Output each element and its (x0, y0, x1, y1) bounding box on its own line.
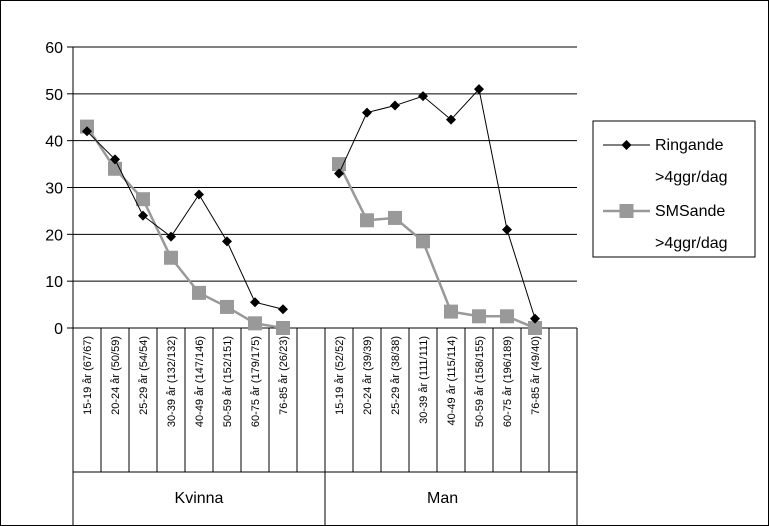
y-tick-label: 10 (45, 274, 63, 291)
legend: Ringande >4ggr/dag SMSande >4ggr/dag (592, 120, 756, 258)
y-tick-label: 40 (45, 134, 63, 151)
data-point (360, 213, 374, 228)
data-point (276, 321, 290, 335)
series-line (338, 88, 536, 319)
data-point (530, 313, 540, 324)
data-point (418, 91, 428, 102)
data-point (388, 210, 402, 225)
series (80, 84, 542, 335)
group-label: Kvinna (175, 490, 224, 507)
x-axis: 15-19 år (67/67) 20-24 år (50/59) 25-29 år… (72, 328, 578, 526)
data-point (502, 224, 512, 235)
data-point (619, 204, 634, 218)
x-tick-label: 20-24 år (39/39) (362, 336, 374, 415)
gridlines (67, 46, 577, 329)
x-tick-label: 30-39 år (111/111) (418, 336, 430, 424)
y-axis-tick-labels: 0 10 20 30 40 50 60 (45, 40, 63, 338)
x-tick-label: 15-19 år (52/52) (334, 336, 346, 415)
y-tick-label: 20 (45, 227, 63, 244)
legend-label: >4ggr/dag (655, 169, 728, 186)
series-1 (80, 119, 542, 335)
data-point (220, 299, 234, 314)
y-tick-label: 30 (45, 181, 63, 198)
x-tick-label: 25-29 år (38/38) (390, 336, 402, 415)
data-point (621, 140, 632, 150)
data-point (332, 157, 346, 172)
x-tick-label: 40-49 år (115/114) (446, 336, 458, 425)
data-point (164, 250, 178, 265)
x-tick-label: 60-75 år (179/175) (250, 336, 262, 427)
data-point (416, 234, 430, 249)
data-point (136, 192, 150, 207)
data-point (444, 304, 458, 319)
data-point (110, 154, 120, 165)
y-tick-label: 60 (45, 40, 63, 57)
series-line (86, 130, 284, 310)
data-point (472, 309, 486, 324)
data-point (166, 231, 176, 242)
x-tick-label: 76-85 år (49/40) (530, 336, 542, 415)
x-tick-label: 15-19 år (67/67) (82, 336, 94, 415)
series-0 (82, 84, 540, 324)
data-point (222, 236, 232, 247)
data-point (446, 114, 456, 125)
x-tick-label: 50-59 år (158/155) (474, 336, 486, 427)
data-point (334, 168, 344, 179)
data-point (138, 210, 148, 221)
data-point (192, 285, 206, 300)
data-point (278, 304, 288, 315)
legend-label: SMSande (655, 203, 725, 220)
data-point (108, 161, 122, 176)
legend-box (592, 120, 756, 258)
x-tick-label: 40-49 år (147/146) (194, 336, 206, 427)
data-point (362, 107, 372, 118)
x-tick-label: 25-29 år (54/54) (138, 336, 150, 415)
data-point (528, 321, 542, 335)
y-tick-label: 50 (45, 87, 63, 104)
x-tick-label: 76-85 år (26/23) (278, 336, 290, 415)
group-label: Man (427, 490, 458, 507)
data-point (390, 100, 400, 111)
x-tick-label: 20-24 år (50/59) (110, 336, 122, 415)
legend-label: >4ggr/dag (655, 235, 728, 252)
x-tick-label: 30-39 år (132/132) (166, 336, 178, 427)
data-point (194, 189, 204, 200)
data-point (500, 309, 514, 324)
x-tick-label: 50-59 år (152/151) (222, 336, 234, 427)
data-point (248, 316, 262, 331)
data-point (82, 126, 92, 137)
x-tick-label: 60-75 år (196/189) (502, 336, 514, 427)
data-point (474, 84, 484, 95)
y-tick-label: 0 (54, 321, 63, 338)
data-point (250, 297, 260, 308)
legend-label: Ringande (655, 137, 724, 154)
